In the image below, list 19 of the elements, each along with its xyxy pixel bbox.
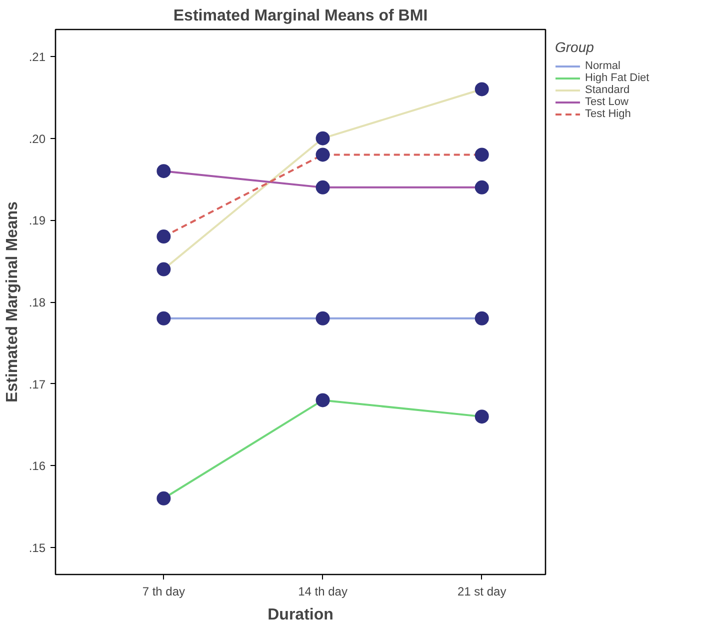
legend-title: Group [555,39,595,55]
y-tick-label: .20 [28,132,46,146]
x-tick-label: 14 th day [298,584,348,598]
y-tick-label: .19 [28,214,46,228]
legend-label: Test High [585,108,631,120]
legend-label: Normal [585,60,620,72]
y-tick-label: .17 [28,377,46,392]
y-tick-label: .16 [28,459,46,474]
y-tick-label: .18 [28,296,46,310]
y-tick-label: .21 [28,50,46,64]
legend-label: Test Low [585,96,628,108]
x-axis-title: Duration [268,606,334,624]
legend-label: Standard [585,84,630,96]
x-tick-label: 21 st day [458,584,506,598]
y-axis-title: Estimated Marginal Means [4,201,21,402]
chart-title: Estimated Marginal Means of BMI [173,8,428,24]
y-tick-label: .15 [28,540,46,555]
x-tick-label: 7 th day [142,584,186,598]
legend-label: High Fat Diet [585,72,650,84]
